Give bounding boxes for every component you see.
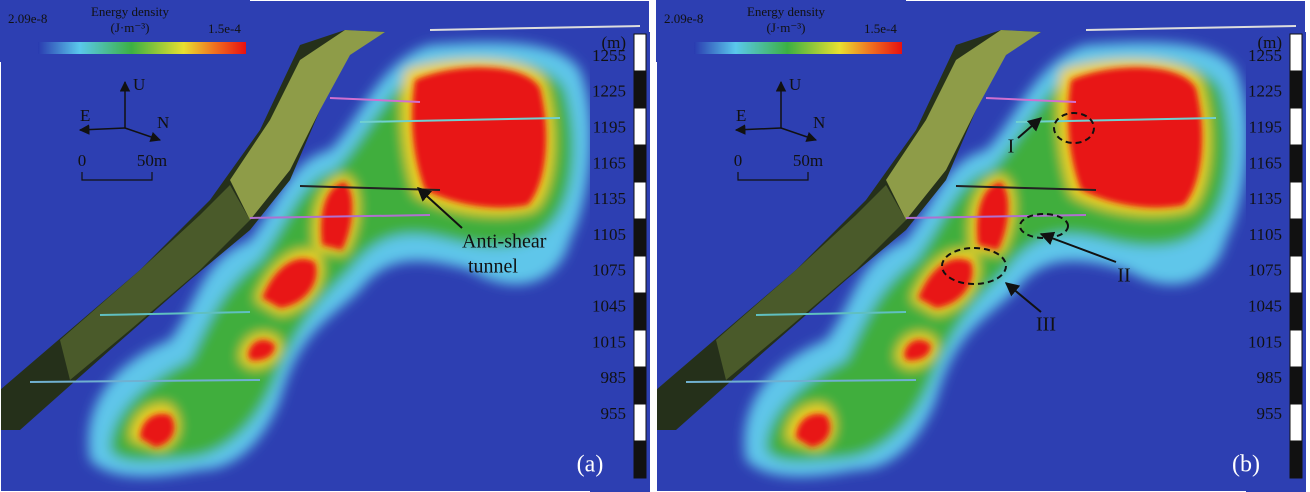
elevation-tick: 1135 bbox=[1249, 189, 1282, 208]
colorbar-title: Energy density bbox=[747, 4, 826, 19]
ruler-segment bbox=[1290, 404, 1302, 441]
colorbar-max: 1.5e-4 bbox=[864, 21, 897, 36]
elevation-tick: 955 bbox=[1257, 404, 1283, 423]
ruler-segment bbox=[634, 404, 646, 441]
ruler-segment bbox=[1290, 145, 1302, 182]
colorbar-max: 1.5e-4 bbox=[208, 21, 241, 36]
ruler-segment bbox=[1290, 293, 1302, 330]
ruler-segment bbox=[634, 256, 646, 293]
elevation-tick: 1195 bbox=[1249, 118, 1282, 137]
annotation: II bbox=[1117, 265, 1130, 287]
ruler-segment bbox=[1290, 219, 1302, 256]
panel: 2.09e-8 Energy density(J·m⁻³) 1.5e-4 U E N 0 50… bbox=[0, 0, 650, 492]
elevation-tick: 955 bbox=[601, 404, 627, 423]
elevation-tick: 1075 bbox=[1248, 261, 1282, 280]
ruler-segment bbox=[634, 145, 646, 182]
colorbar-unit: (J·m⁻³) bbox=[111, 20, 150, 35]
ruler-segment bbox=[634, 293, 646, 330]
ruler-segment bbox=[634, 182, 646, 219]
compass-up: U bbox=[789, 75, 801, 94]
ruler-segment bbox=[1290, 34, 1302, 71]
ruler-segment bbox=[1290, 71, 1302, 108]
ruler-segment bbox=[634, 108, 646, 145]
scale-end: 50m bbox=[137, 151, 167, 170]
elevation-tick: 1105 bbox=[593, 225, 626, 244]
elevation-tick: 1165 bbox=[1249, 153, 1282, 172]
elevation-tick: 1075 bbox=[592, 261, 626, 280]
ruler-segment bbox=[634, 34, 646, 71]
colorbar bbox=[38, 42, 246, 54]
ruler-segment bbox=[1290, 256, 1302, 293]
elevation-tick: 985 bbox=[1257, 368, 1283, 387]
ruler-segment bbox=[634, 367, 646, 404]
colorbar-min: 2.09e-8 bbox=[8, 11, 47, 26]
ruler-segment bbox=[1290, 108, 1302, 145]
elevation-tick: 1105 bbox=[1249, 225, 1282, 244]
compass-east: E bbox=[80, 106, 90, 125]
ruler-segment bbox=[634, 71, 646, 108]
annotation: I bbox=[1008, 136, 1015, 158]
panel-label: (a) bbox=[577, 452, 604, 478]
elevation-tick: 1015 bbox=[1248, 332, 1282, 351]
scale-end: 50m bbox=[793, 151, 823, 170]
ruler-segment bbox=[1290, 330, 1302, 367]
elevation-tick: 1045 bbox=[592, 297, 626, 316]
colorbar bbox=[694, 42, 902, 54]
compass-north: N bbox=[813, 113, 825, 132]
elevation-tick: 985 bbox=[601, 368, 627, 387]
compass-east: E bbox=[736, 106, 746, 125]
annotation: Anti-shear bbox=[462, 231, 547, 253]
energy-scene bbox=[656, 0, 1306, 492]
elevation-tick: 1225 bbox=[1248, 82, 1282, 101]
compass-north: N bbox=[157, 113, 169, 132]
annotation: III bbox=[1036, 314, 1056, 336]
compass-up: U bbox=[133, 75, 145, 94]
colorbar-title: Energy density bbox=[91, 4, 170, 19]
elevation-tick: 1165 bbox=[593, 153, 626, 172]
ruler-segment bbox=[1290, 182, 1302, 219]
colorbar-unit: (J·m⁻³) bbox=[767, 20, 806, 35]
figure: 2.09e-8Energy density(J·m⁻³)1.5e-4UEN050… bbox=[0, 0, 1310, 492]
elevation-tick: 1045 bbox=[1248, 297, 1282, 316]
panel-label: (b) bbox=[1232, 452, 1260, 478]
elevation-tick: 1015 bbox=[592, 332, 626, 351]
ruler-segment bbox=[634, 330, 646, 367]
ruler-segment bbox=[634, 441, 646, 478]
scale-start: 0 bbox=[734, 151, 743, 170]
page: {"panels": [ {"label": "(a)", "colorbar"… bbox=[0, 0, 1310, 492]
panel: 2.09e-8 Energy density(J·m⁻³) 1.5e-4 U E N 0 50… bbox=[656, 0, 1306, 492]
colorbar-min: 2.09e-8 bbox=[664, 11, 703, 26]
elevation-tick: 1195 bbox=[593, 118, 626, 137]
ruler-segment bbox=[1290, 367, 1302, 404]
elevation-tick: 1255 bbox=[1248, 46, 1282, 65]
ruler-segment bbox=[1290, 441, 1302, 478]
ruler-segment bbox=[634, 219, 646, 256]
annotation: tunnel bbox=[468, 256, 518, 278]
elevation-tick: 1225 bbox=[592, 82, 626, 101]
energy-scene bbox=[0, 0, 650, 492]
scale-start: 0 bbox=[78, 151, 87, 170]
elevation-tick: 1135 bbox=[593, 189, 626, 208]
elevation-tick: 1255 bbox=[592, 46, 626, 65]
